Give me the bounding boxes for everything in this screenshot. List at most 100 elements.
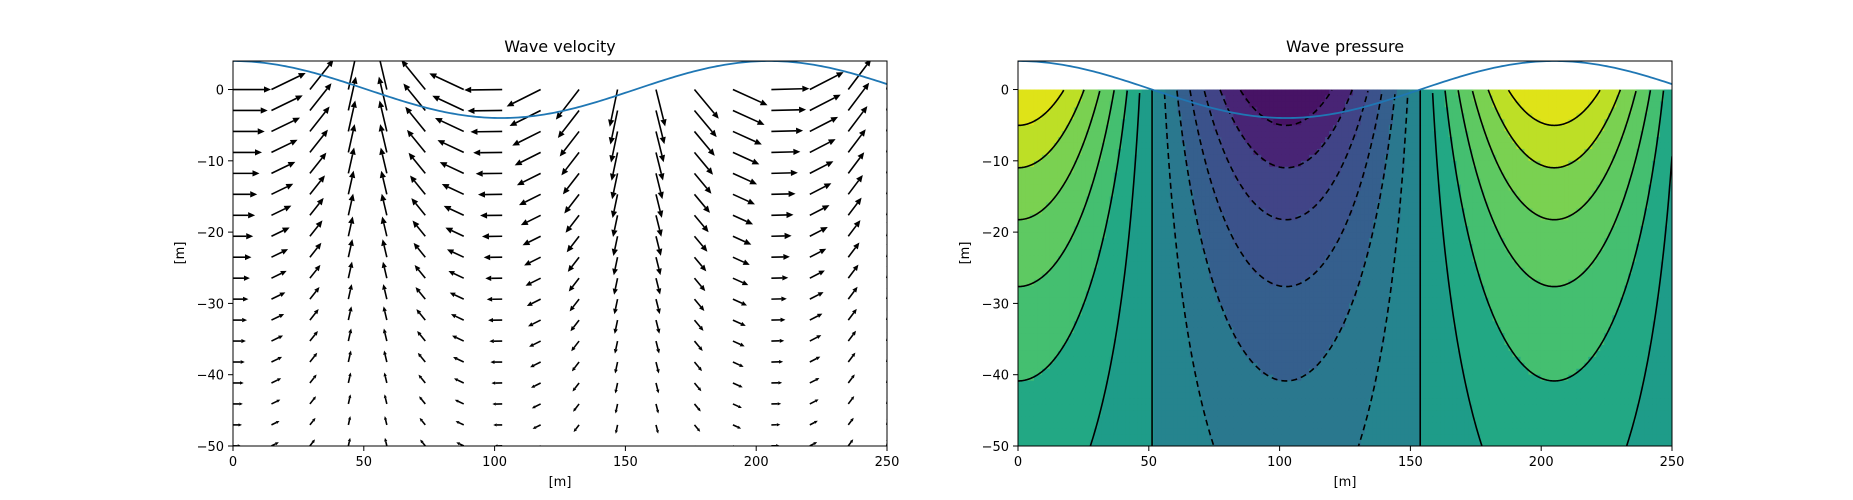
velocity-x-ticks: 0 50 100 150 200 250	[229, 446, 899, 470]
velocity-arrow	[516, 172, 541, 186]
velocity-arrow	[616, 445, 619, 446]
velocity-arrow	[732, 403, 742, 408]
velocity-arrow	[693, 361, 702, 372]
velocity-arrow	[847, 220, 861, 237]
velocity-arrow	[486, 296, 503, 302]
velocity-arrow	[614, 382, 619, 394]
velocity-arrow	[420, 439, 426, 446]
velocity-arrow	[693, 172, 712, 194]
velocity-arrow	[847, 61, 871, 90]
velocity-arrow	[483, 254, 503, 261]
pressure-title: Wave pressure	[1286, 37, 1404, 56]
velocity-arrow	[347, 261, 354, 279]
velocity-arrow	[481, 233, 503, 240]
x-tick-label: 150	[613, 455, 638, 470]
velocity-arrow	[271, 95, 303, 112]
velocity-arrow	[566, 235, 580, 253]
velocity-arrow	[347, 76, 358, 111]
velocity-arrow	[613, 340, 619, 354]
x-tick-label: 100	[482, 455, 507, 470]
velocity-arrow	[771, 359, 784, 364]
velocity-arrow	[571, 340, 580, 352]
velocity-arrow	[847, 152, 865, 174]
velocity-arrow	[847, 286, 858, 300]
velocity-arrow	[655, 194, 664, 218]
velocity-arrow	[383, 394, 388, 405]
velocity-arrow	[233, 128, 265, 135]
velocity-arrow	[655, 131, 666, 163]
velocity-arrow	[347, 170, 356, 195]
velocity-arrow	[732, 151, 760, 165]
velocity-arrow	[608, 110, 619, 145]
velocity-arrow	[412, 220, 426, 237]
velocity-arrow	[271, 161, 296, 175]
velocity-arrow	[452, 335, 465, 342]
velocity-arrow	[655, 340, 660, 354]
velocity-arrow	[693, 319, 704, 331]
velocity-arrow	[233, 212, 256, 219]
velocity-arrow	[525, 277, 541, 286]
velocity-arrow	[309, 287, 320, 300]
velocity-arrow	[233, 360, 245, 364]
velocity-arrow	[413, 242, 426, 258]
velocity-arrow	[233, 381, 244, 385]
velocity-arrow	[732, 424, 742, 429]
velocity-arrow	[693, 403, 701, 412]
velocity-arrow	[347, 193, 355, 216]
velocity-y-ticks: 0 −10 −20 −30 −40 −50	[197, 84, 233, 455]
velocity-arrow	[453, 378, 465, 384]
velocity-arrow	[454, 399, 465, 405]
velocity-arrow	[522, 235, 541, 246]
velocity-arrow	[771, 169, 798, 177]
velocity-arrow	[532, 424, 541, 429]
pressure-panel: 0 50 100 150 200 250 0 −10 −20 −30 −40 −50 Wave pr…	[958, 37, 1684, 490]
velocity-arrows	[233, 61, 887, 446]
velocity-arrow	[612, 278, 619, 295]
y-tick-label: −10	[197, 155, 224, 170]
velocity-arrow	[847, 374, 855, 384]
velocity-arrow	[655, 110, 666, 145]
velocity-arrow	[655, 319, 661, 334]
y-tick-label: 0	[1001, 84, 1009, 99]
velocity-arrow	[732, 298, 747, 306]
velocity-arrow	[771, 275, 789, 281]
pressure-x-axis-label: [m]	[1334, 475, 1357, 490]
velocity-arrow	[771, 232, 792, 240]
velocity-arrow	[610, 194, 619, 219]
velocity-arrow	[380, 193, 388, 216]
velocity-arrow	[610, 173, 619, 200]
velocity-title: Wave velocity	[504, 37, 616, 56]
velocity-arrow	[347, 416, 352, 426]
velocity-arrow	[379, 61, 388, 90]
velocity-arrow	[568, 277, 580, 292]
velocity-arrow	[809, 313, 823, 321]
velocity-arrow	[418, 374, 426, 384]
velocity-arrow	[809, 205, 830, 216]
velocity-arrow	[309, 374, 317, 384]
velocity-arrow	[809, 139, 836, 154]
velocity-arrow	[347, 306, 353, 321]
velocity-arrow	[573, 403, 580, 412]
velocity-arrow	[233, 275, 250, 281]
velocity-arrow	[415, 287, 426, 300]
velocity-arrow	[732, 256, 750, 265]
velocity-arrow	[233, 149, 262, 156]
velocity-arrow	[609, 131, 619, 163]
velocity-arrow	[608, 89, 619, 127]
velocity-arrow	[271, 399, 281, 405]
velocity-arrow	[611, 236, 619, 257]
velocity-arrow	[570, 319, 580, 332]
y-tick-label: −10	[982, 155, 1009, 170]
velocity-arrow	[693, 214, 709, 233]
velocity-arrow	[847, 308, 857, 321]
velocity-arrow	[347, 350, 352, 363]
velocity-arrow	[271, 378, 282, 384]
velocity-arrow	[885, 176, 887, 195]
velocity-arrow	[347, 372, 352, 384]
y-tick-label: −40	[197, 369, 224, 384]
velocity-arrow	[384, 416, 388, 426]
velocity-arrow	[445, 227, 465, 237]
velocity-arrow	[693, 256, 707, 272]
velocity-arrow	[382, 328, 388, 342]
x-tick-label: 100	[1267, 455, 1292, 470]
